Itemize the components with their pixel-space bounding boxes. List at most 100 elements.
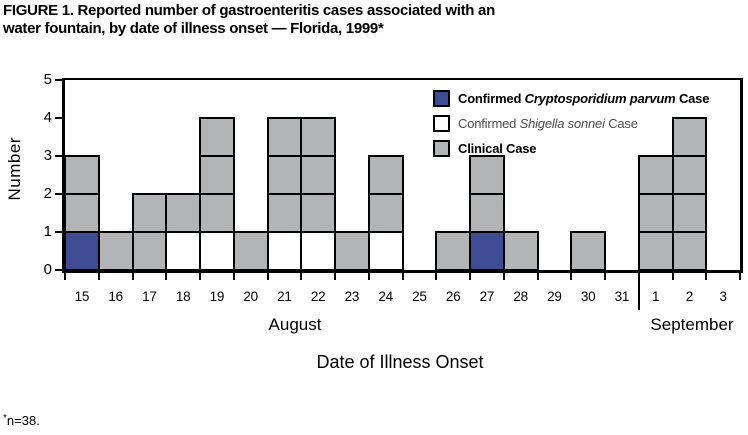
x-axis-title: Date of Illness Onset	[316, 352, 484, 372]
y-tick	[55, 155, 62, 157]
x-tick	[671, 273, 674, 280]
legend-swatch-shigella-icon	[433, 115, 450, 132]
case-square-clinical	[199, 117, 235, 157]
case-square-shigella	[300, 231, 336, 271]
x-tick-label: 27	[479, 289, 495, 304]
case-square-clinical	[232, 231, 269, 271]
case-square-clinical	[64, 193, 100, 233]
y-tick-label: 3	[43, 147, 52, 164]
y-tick	[55, 269, 62, 271]
case-square-clinical	[165, 193, 201, 233]
legend: Confirmed Cryptosporidium parvum Case Con…	[433, 86, 709, 161]
x-tick	[469, 273, 471, 280]
case-square-crypto	[64, 231, 100, 271]
case-square-clinical	[469, 193, 505, 233]
month-separator-line	[637, 273, 640, 310]
y-tick-label: 0	[43, 261, 52, 278]
y-tick-label: 5	[43, 71, 52, 88]
x-tick	[64, 273, 66, 280]
legend-item-shigella: Confirmed Shigella sonnei Case	[433, 111, 709, 136]
case-square-clinical	[131, 193, 168, 233]
x-tick-label: 24	[378, 289, 393, 304]
x-tick	[604, 273, 606, 280]
x-tick	[435, 273, 438, 280]
legend-label-crypto: Confirmed Cryptosporidium parvum Case	[458, 91, 710, 106]
x-tick	[739, 273, 741, 280]
plot-area	[62, 78, 743, 273]
x-tick	[536, 273, 539, 280]
case-square-clinical	[671, 193, 708, 233]
legend-item-crypto: Confirmed Cryptosporidium parvum Case	[433, 86, 709, 111]
figure-title: FIGURE 1. Reported number of gastroenter…	[3, 2, 495, 38]
x-tick	[165, 273, 168, 280]
x-tick-label: 23	[344, 289, 360, 304]
x-tick-label: 19	[209, 289, 225, 304]
y-tick	[55, 231, 62, 233]
case-square-clinical	[97, 231, 134, 271]
case-square-shigella	[199, 231, 235, 271]
x-tick-label: 31	[614, 289, 630, 304]
case-square-clinical	[266, 193, 303, 233]
x-tick	[705, 273, 708, 280]
y-tick	[55, 79, 62, 81]
case-square-clinical	[300, 155, 336, 195]
case-square-shigella	[266, 231, 303, 271]
case-square-clinical	[367, 193, 404, 233]
legend-swatch-crypto-icon	[433, 90, 450, 107]
x-tick-label: 15	[74, 289, 90, 304]
x-tick	[401, 273, 404, 280]
case-square-clinical	[671, 155, 708, 195]
case-square-clinical	[502, 231, 539, 271]
x-tick-label: 3	[719, 289, 728, 304]
y-tick	[55, 117, 62, 119]
figure-title-line1: FIGURE 1. Reported number of gastroenter…	[3, 2, 495, 19]
case-square-clinical	[131, 231, 168, 271]
month-label-september: September	[650, 315, 734, 334]
case-square-clinical	[637, 193, 674, 233]
footnote-text: n=38.	[6, 413, 40, 428]
x-tick-label: 21	[277, 289, 292, 304]
case-square-clinical	[469, 155, 505, 195]
case-square-clinical	[367, 155, 404, 195]
x-tick	[367, 273, 370, 280]
x-tick	[199, 273, 201, 280]
case-square-clinical	[266, 117, 303, 157]
footnote: *n=38.	[3, 413, 40, 428]
x-tick-label: 20	[243, 289, 258, 304]
case-square-clinical	[435, 231, 471, 271]
x-tick-label: 1	[652, 289, 660, 304]
x-tick	[232, 273, 235, 280]
case-square-shigella	[165, 231, 201, 271]
x-tick-label: 22	[310, 289, 326, 304]
case-square-clinical	[300, 193, 336, 233]
figure-title-line2: water fountain, by date of illness onset…	[3, 20, 384, 37]
y-tick	[55, 193, 62, 195]
case-square-crypto	[469, 231, 505, 271]
x-tick-label: 29	[547, 289, 562, 304]
case-square-clinical	[199, 155, 235, 195]
x-tick-label: 18	[175, 289, 191, 304]
legend-item-clinical: Clinical Case	[433, 136, 709, 161]
y-axis-title: Number	[5, 137, 24, 201]
case-square-clinical	[637, 155, 674, 195]
case-square-clinical	[64, 155, 100, 195]
case-square-clinical	[199, 193, 235, 233]
case-square-clinical	[300, 117, 336, 157]
case-square-clinical	[671, 231, 708, 271]
case-square-clinical	[570, 231, 606, 271]
x-tick-label: 16	[108, 289, 123, 304]
x-tick-label: 17	[142, 289, 157, 304]
case-square-clinical	[637, 231, 674, 271]
x-tick-label: 30	[580, 289, 596, 304]
footnote-asterisk: *	[3, 413, 7, 424]
y-tick-label: 1	[43, 223, 52, 240]
x-tick	[570, 273, 573, 280]
x-tick-label: 26	[445, 289, 461, 304]
legend-label-clinical: Clinical Case	[458, 141, 537, 156]
x-tick-label: 28	[513, 289, 528, 304]
legend-label-shigella: Confirmed Shigella sonnei Case	[458, 116, 638, 131]
case-square-clinical	[671, 117, 708, 157]
x-tick	[300, 273, 303, 280]
case-square-shigella	[367, 231, 404, 271]
